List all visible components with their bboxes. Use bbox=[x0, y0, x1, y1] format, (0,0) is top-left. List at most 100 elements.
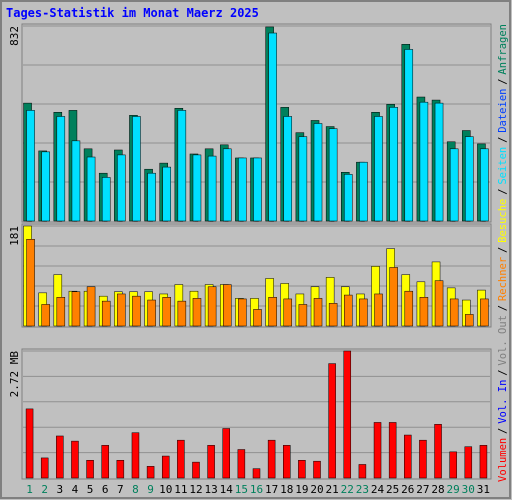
bar bbox=[222, 148, 232, 222]
bar bbox=[41, 151, 50, 222]
bar bbox=[389, 267, 398, 327]
legend-item: Seiten bbox=[496, 147, 509, 185]
x-tick-label: 25 bbox=[386, 483, 399, 496]
bar bbox=[147, 299, 156, 327]
bar bbox=[465, 136, 474, 222]
x-tick-label: 1 bbox=[26, 483, 33, 496]
bar bbox=[252, 468, 261, 479]
bar bbox=[388, 422, 397, 479]
legend-item: Dateien bbox=[496, 89, 509, 133]
y-tick-label: 832 bbox=[8, 26, 21, 46]
bar bbox=[177, 110, 187, 222]
bar bbox=[161, 455, 170, 479]
x-tick-label: 4 bbox=[72, 483, 79, 496]
x-tick-label: 11 bbox=[174, 483, 187, 496]
bar bbox=[56, 435, 64, 479]
bar bbox=[268, 297, 277, 327]
bar bbox=[207, 155, 217, 222]
bar bbox=[146, 466, 155, 479]
x-tick-label: 26 bbox=[401, 483, 414, 496]
x-tick-label: 29 bbox=[447, 483, 460, 496]
bar bbox=[132, 295, 141, 327]
x-tick-label: 31 bbox=[477, 483, 490, 496]
bar bbox=[117, 154, 126, 222]
x-tick-label: 6 bbox=[102, 483, 109, 496]
x-tick-label: 15 bbox=[235, 483, 248, 496]
bar bbox=[389, 107, 398, 222]
bar bbox=[147, 172, 156, 222]
bar bbox=[71, 291, 81, 327]
x-tick-label: 8 bbox=[132, 483, 139, 496]
legend-item: Vol. Out bbox=[496, 315, 509, 366]
bar bbox=[449, 451, 457, 479]
bar bbox=[480, 148, 489, 222]
x-tick-label: 22 bbox=[341, 483, 354, 496]
bar bbox=[177, 300, 187, 327]
bar bbox=[373, 422, 382, 479]
bar bbox=[313, 298, 323, 327]
x-tick-label: 19 bbox=[295, 483, 308, 496]
x-tick-label: 10 bbox=[159, 483, 172, 496]
bar bbox=[359, 161, 368, 222]
bar bbox=[313, 460, 321, 479]
bar bbox=[434, 102, 444, 222]
bar bbox=[222, 284, 232, 327]
bar bbox=[131, 432, 140, 479]
x-tick-label: 18 bbox=[280, 483, 293, 496]
x-tick-label: 16 bbox=[250, 483, 263, 496]
x-tick-label: 2 bbox=[41, 483, 48, 496]
x-tick-label: 12 bbox=[189, 483, 202, 496]
x-tick-label: 7 bbox=[117, 483, 124, 496]
bar bbox=[253, 309, 262, 327]
bar bbox=[480, 298, 489, 327]
legend-item: Anfragen bbox=[496, 24, 509, 75]
bar bbox=[313, 123, 323, 222]
legend-separator: / bbox=[496, 369, 509, 375]
bar bbox=[419, 439, 427, 479]
bar bbox=[177, 439, 185, 479]
chart-title: Tages-Statistik im Monat Maerz 2025 bbox=[6, 6, 259, 20]
bar bbox=[328, 363, 336, 479]
legend-item: Besuche bbox=[496, 199, 509, 243]
bar bbox=[267, 439, 276, 479]
bar bbox=[298, 136, 308, 222]
bar bbox=[26, 110, 35, 222]
x-tick-label: 3 bbox=[57, 483, 64, 496]
bar bbox=[359, 298, 368, 327]
legend-separator: / bbox=[496, 137, 509, 143]
bar bbox=[132, 116, 141, 222]
y-tick-label: 181 bbox=[8, 226, 21, 246]
bar bbox=[358, 464, 367, 479]
x-tick-label: 20 bbox=[310, 483, 323, 496]
y-tick-label: 2.72 MB bbox=[8, 351, 21, 398]
bar bbox=[283, 116, 293, 222]
bar bbox=[56, 116, 66, 222]
bar bbox=[40, 457, 49, 479]
bar bbox=[328, 303, 338, 327]
bar bbox=[71, 140, 81, 222]
x-tick-label: 24 bbox=[371, 483, 385, 496]
bar bbox=[374, 293, 383, 327]
x-tick-label: 21 bbox=[326, 483, 339, 496]
bar bbox=[41, 304, 50, 327]
bar bbox=[162, 166, 171, 222]
x-tick-label: 30 bbox=[462, 483, 475, 496]
legend-separator: / bbox=[496, 428, 509, 434]
legend-item: Vol. In bbox=[496, 380, 509, 424]
bar bbox=[404, 434, 412, 479]
legend-item: Rechner bbox=[496, 256, 509, 301]
bar bbox=[419, 101, 429, 222]
legend-separator: / bbox=[496, 305, 509, 311]
bar bbox=[26, 239, 35, 327]
bar bbox=[283, 298, 293, 327]
bar bbox=[162, 297, 171, 327]
bar bbox=[86, 460, 94, 479]
x-tick-label: 23 bbox=[356, 483, 369, 496]
bar bbox=[298, 304, 308, 327]
bar bbox=[479, 445, 488, 479]
x-tick-label: 28 bbox=[431, 483, 444, 496]
bar bbox=[328, 128, 338, 222]
